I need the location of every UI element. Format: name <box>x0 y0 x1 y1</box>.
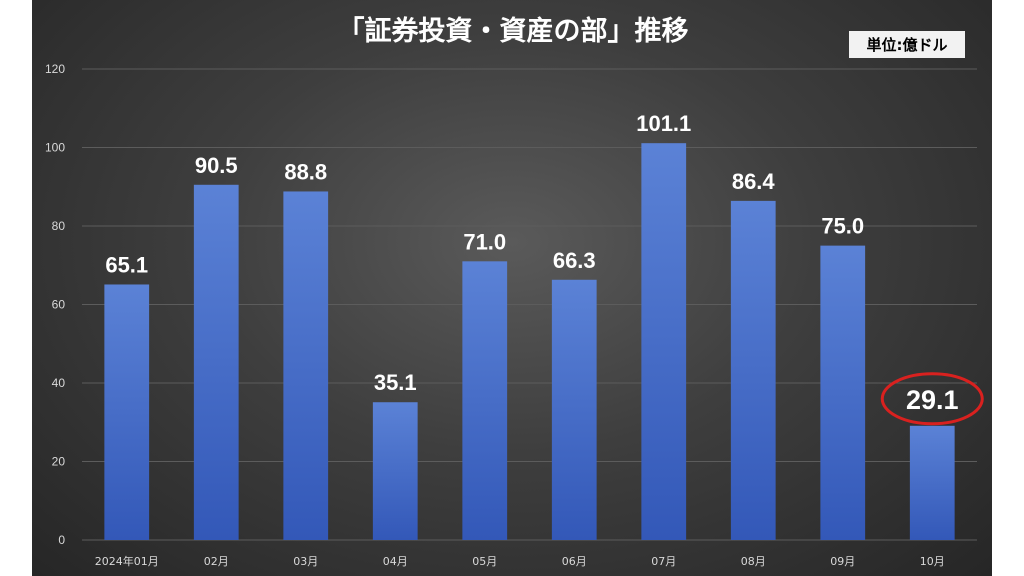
chart-title: 「証券投資・資産の部」推移 <box>338 15 689 47</box>
data-label: 75.0 <box>821 214 864 239</box>
data-label: 66.3 <box>553 248 596 273</box>
y-axis-ticks: 0 20 40 60 80 100 120 <box>45 62 65 547</box>
data-label: 90.5 <box>195 153 238 178</box>
x-tick-label: 02月 <box>204 555 229 568</box>
bars <box>104 143 955 540</box>
y-tick-label: 80 <box>52 219 66 233</box>
bar <box>372 402 418 540</box>
highlight-ring <box>880 372 984 426</box>
y-tick-label: 120 <box>45 62 65 76</box>
bar <box>551 279 597 540</box>
highlight-annotation <box>880 372 984 426</box>
data-label: 35.1 <box>374 370 417 395</box>
bar <box>283 191 329 540</box>
bar <box>193 184 239 540</box>
x-tick-label: 05月 <box>472 555 497 568</box>
x-tick-label: 09月 <box>830 555 855 568</box>
y-tick-label: 0 <box>58 533 65 547</box>
bar <box>820 245 866 540</box>
y-tick-label: 60 <box>52 298 66 312</box>
unit-badge-box <box>849 31 965 58</box>
bar-chart: 「証券投資・資産の部」推移 単位:億ドル 0 20 40 60 80 100 120 65.… <box>45 15 984 568</box>
x-axis-ticks: 2024年01月 02月 03月 04月 05月 06月 07月 08月 09月 10月 <box>95 554 945 568</box>
bar <box>462 261 508 540</box>
y-tick-label: 20 <box>52 455 66 469</box>
unit-label: 単位:億ドル <box>867 36 948 54</box>
data-label: 71.0 <box>463 229 506 254</box>
bar <box>641 143 687 540</box>
bar <box>730 200 776 540</box>
x-tick-label: 08月 <box>741 555 766 568</box>
x-tick-label: 07月 <box>651 555 676 568</box>
data-label: 65.1 <box>105 252 148 277</box>
x-tick-label: 2024年01月 <box>95 554 159 568</box>
data-labels: 65.1 90.5 88.8 35.1 71.0 66.3 101.1 86.4 75.0 29.… <box>105 111 958 415</box>
data-label: 86.4 <box>732 169 776 194</box>
chart-frame: 「証券投資・資産の部」推移 単位:億ドル 0 20 40 60 80 100 120 65.… <box>32 0 992 576</box>
x-tick-label: 03月 <box>293 555 318 568</box>
x-tick-label: 10月 <box>920 555 945 568</box>
y-tick-label: 100 <box>45 141 65 155</box>
x-tick-label: 06月 <box>562 555 587 568</box>
data-label: 88.8 <box>284 159 327 184</box>
bar <box>909 425 955 540</box>
y-tick-label: 40 <box>52 376 66 390</box>
data-label: 101.1 <box>636 111 691 136</box>
bar <box>104 284 150 540</box>
data-label: 29.1 <box>906 385 959 415</box>
unit-badge: 単位:億ドル <box>849 31 965 58</box>
x-tick-label: 04月 <box>383 555 408 568</box>
